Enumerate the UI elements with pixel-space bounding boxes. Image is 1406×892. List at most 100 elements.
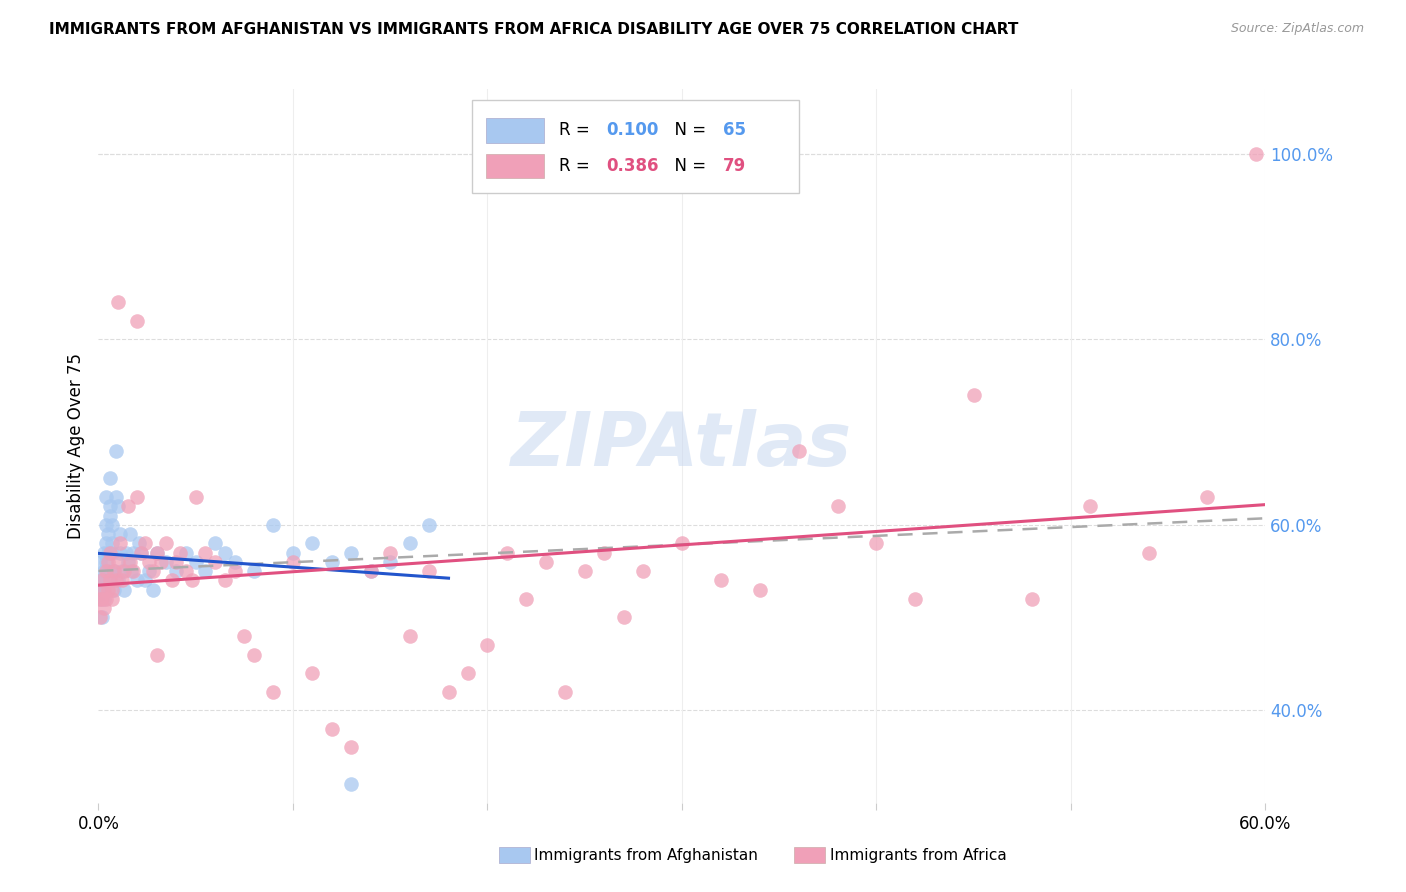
Text: 0.386: 0.386 xyxy=(606,157,658,175)
Point xyxy=(104,443,127,458)
Point xyxy=(97,564,120,578)
Point xyxy=(340,740,363,755)
Point xyxy=(174,545,197,559)
Point xyxy=(107,555,129,569)
Point xyxy=(122,564,145,578)
Point xyxy=(827,500,849,514)
Point xyxy=(103,564,125,578)
Point xyxy=(1137,545,1160,559)
Point xyxy=(593,545,616,559)
Point xyxy=(96,555,118,569)
Point xyxy=(93,545,115,559)
Point xyxy=(98,574,121,588)
Point xyxy=(118,527,141,541)
Point xyxy=(360,564,382,578)
Point xyxy=(398,629,420,643)
Point xyxy=(169,545,191,559)
Text: Immigrants from Africa: Immigrants from Africa xyxy=(830,848,1007,863)
Point xyxy=(98,500,121,514)
Point xyxy=(103,564,125,578)
Point xyxy=(89,555,111,569)
Point xyxy=(155,536,177,550)
Point xyxy=(127,314,149,328)
Point xyxy=(96,564,118,578)
Point xyxy=(93,564,115,578)
Point xyxy=(117,500,139,514)
Point xyxy=(97,582,120,597)
Point xyxy=(103,582,125,597)
Point xyxy=(437,684,460,698)
Y-axis label: Disability Age Over 75: Disability Age Over 75 xyxy=(66,353,84,539)
Point xyxy=(574,564,596,578)
Point xyxy=(1244,147,1267,161)
Point xyxy=(515,591,537,606)
Point xyxy=(180,574,202,588)
Point xyxy=(129,545,152,559)
Point xyxy=(671,536,693,550)
Text: 65: 65 xyxy=(723,121,745,139)
Point xyxy=(243,564,266,578)
Text: ZIPAtlas: ZIPAtlas xyxy=(512,409,852,483)
Point xyxy=(281,555,304,569)
Point xyxy=(496,545,519,559)
Point xyxy=(98,471,121,485)
Point xyxy=(98,574,121,588)
Point xyxy=(321,722,343,736)
Point xyxy=(194,545,217,559)
Point xyxy=(904,591,927,606)
Text: R =: R = xyxy=(560,157,595,175)
Point xyxy=(89,610,111,624)
Point xyxy=(96,517,118,532)
Point xyxy=(224,555,246,569)
Point xyxy=(340,777,363,791)
Point xyxy=(380,555,402,569)
Point xyxy=(129,545,152,559)
Point xyxy=(93,582,115,597)
Point xyxy=(118,555,141,569)
Point xyxy=(554,684,576,698)
Point xyxy=(93,591,115,606)
Point xyxy=(748,582,770,597)
Point xyxy=(134,536,156,550)
Text: Source: ZipAtlas.com: Source: ZipAtlas.com xyxy=(1230,22,1364,36)
Point xyxy=(204,555,226,569)
Point xyxy=(149,555,172,569)
Point xyxy=(301,666,323,681)
Point xyxy=(89,591,111,606)
Point xyxy=(89,574,111,588)
Point xyxy=(96,591,118,606)
Point xyxy=(121,564,143,578)
Point xyxy=(138,564,160,578)
Text: Immigrants from Afghanistan: Immigrants from Afghanistan xyxy=(534,848,758,863)
Point xyxy=(340,545,363,559)
Point xyxy=(214,545,236,559)
Point xyxy=(321,555,343,569)
Point xyxy=(107,500,129,514)
Point xyxy=(107,574,129,588)
Point xyxy=(360,564,382,578)
Point xyxy=(128,536,150,550)
Point xyxy=(398,536,420,550)
Point xyxy=(104,490,127,504)
Point xyxy=(127,490,149,504)
Point xyxy=(89,591,111,606)
Point xyxy=(418,564,440,578)
Point xyxy=(477,638,499,652)
Point xyxy=(111,574,134,588)
Point xyxy=(101,517,124,532)
Point xyxy=(194,564,217,578)
Point xyxy=(91,574,114,588)
Text: IMMIGRANTS FROM AFGHANISTAN VS IMMIGRANTS FROM AFRICA DISABILITY AGE OVER 75 COR: IMMIGRANTS FROM AFGHANISTAN VS IMMIGRANT… xyxy=(49,22,1018,37)
Text: 79: 79 xyxy=(723,157,747,175)
Point xyxy=(534,555,557,569)
Point xyxy=(204,536,226,550)
Point xyxy=(165,564,187,578)
Point xyxy=(146,545,169,559)
Point xyxy=(96,490,118,504)
Point xyxy=(301,536,323,550)
Point xyxy=(1195,490,1218,504)
Point xyxy=(165,555,187,569)
Point xyxy=(112,582,135,597)
FancyBboxPatch shape xyxy=(486,154,544,178)
Point xyxy=(281,545,304,559)
